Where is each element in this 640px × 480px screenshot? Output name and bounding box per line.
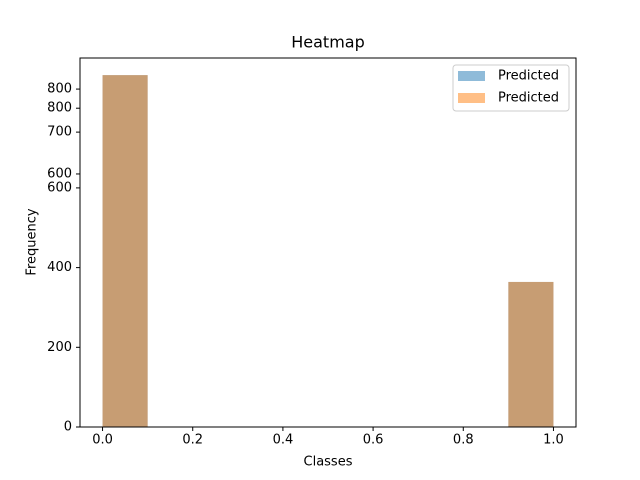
- y-tick-label: 800: [47, 82, 72, 97]
- y-tick-label: 400: [47, 260, 72, 275]
- x-tick-label: 0.0: [92, 433, 113, 448]
- y-tick-label: 800: [47, 101, 72, 116]
- x-axis-label: Classes: [304, 455, 353, 470]
- chart-title: Heatmap: [291, 33, 365, 52]
- plot-frame: [79, 57, 577, 428]
- x-tick-label: 0.4: [273, 433, 294, 448]
- y-tick-label: 600: [47, 166, 72, 181]
- legend-label: Predicted: [498, 91, 559, 106]
- legend-label: Predicted: [498, 69, 559, 84]
- y-tick-label: 0: [64, 420, 72, 435]
- bar: [508, 281, 554, 427]
- x-tick-label: 0.8: [453, 433, 474, 448]
- x-tick-label: 1.0: [543, 433, 564, 448]
- bar: [102, 75, 148, 428]
- y-tick-label: 600: [47, 180, 72, 195]
- y-tick-label: 700: [47, 125, 72, 140]
- x-tick-label: 0.6: [363, 433, 384, 448]
- x-tick-label: 0.2: [182, 433, 203, 448]
- y-axis-label: Frequency: [25, 208, 40, 275]
- y-tick-label: 200: [47, 340, 72, 355]
- legend-swatch: [458, 93, 485, 103]
- legend-swatch: [458, 71, 485, 81]
